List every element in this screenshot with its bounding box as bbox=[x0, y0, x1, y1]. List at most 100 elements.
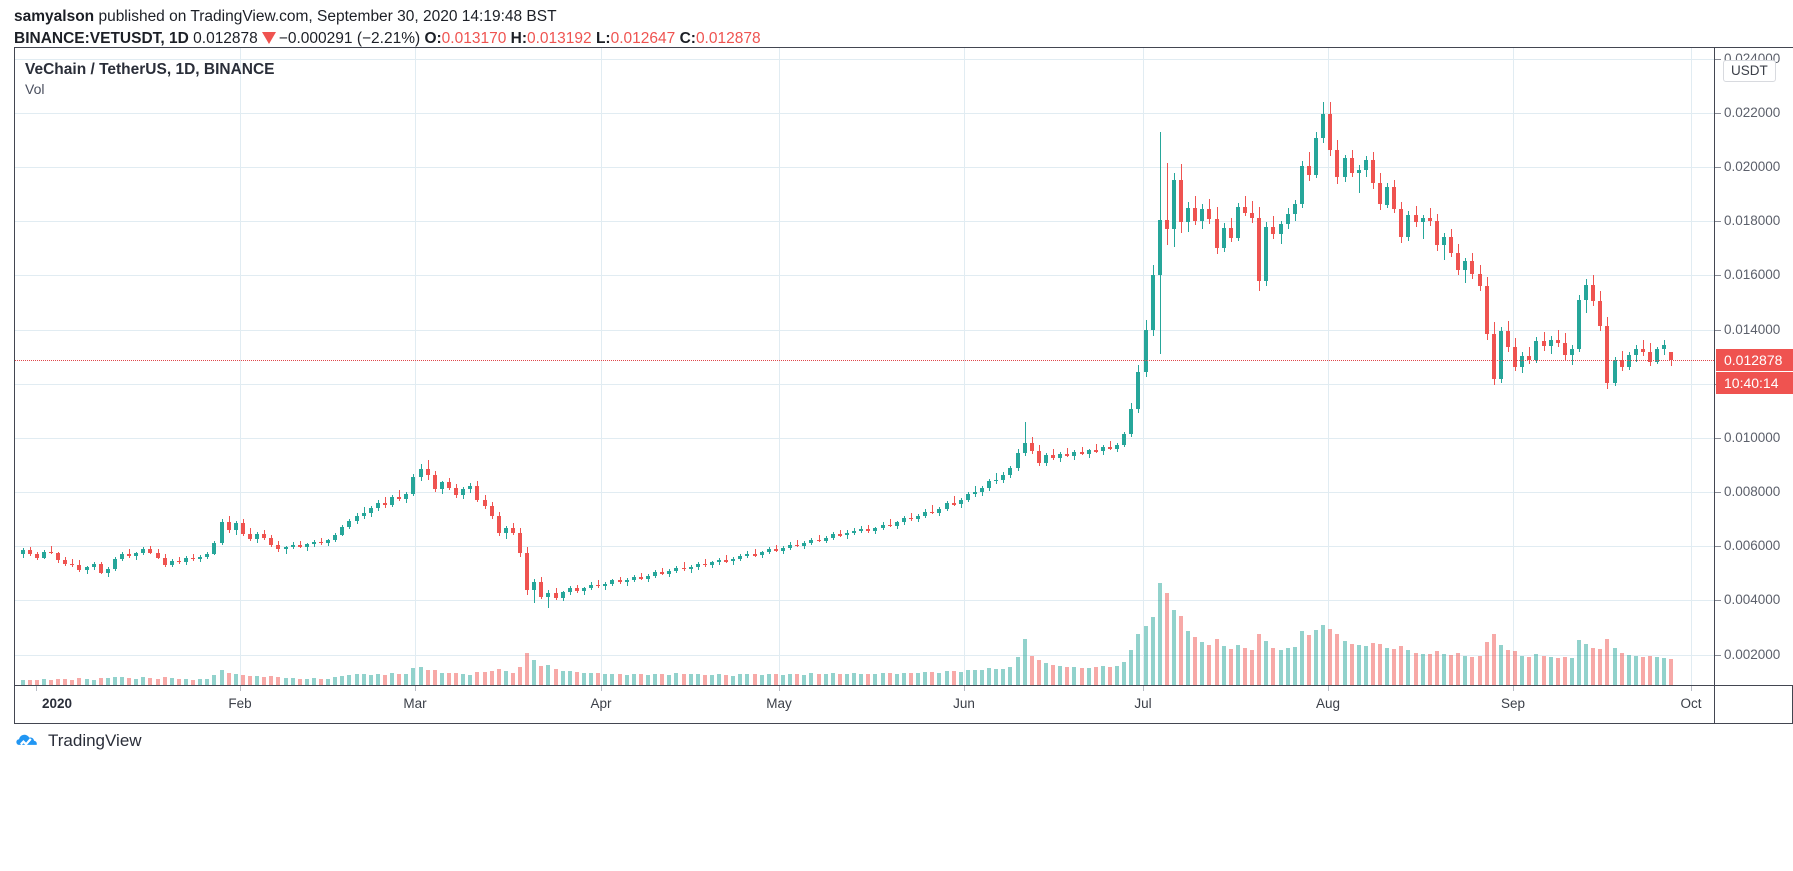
currency-badge[interactable]: USDT bbox=[1723, 60, 1776, 82]
candle-body bbox=[774, 548, 778, 551]
volume-bar bbox=[1591, 648, 1595, 685]
volume-bar bbox=[333, 677, 337, 685]
candle-body bbox=[156, 552, 160, 558]
candle-body bbox=[1101, 447, 1105, 452]
price-axis-tick bbox=[1715, 655, 1721, 656]
candle-body bbox=[1065, 453, 1069, 456]
candle-body bbox=[1207, 208, 1211, 220]
volume-bar bbox=[753, 674, 757, 685]
volume-bar bbox=[191, 680, 195, 685]
candle-wick bbox=[193, 553, 194, 561]
candle-body bbox=[319, 541, 323, 544]
chart-plot-area[interactable]: VeChain / TetherUS, 1D, BINANCE Vol bbox=[14, 47, 1714, 686]
candle-body bbox=[781, 547, 785, 551]
candle-body bbox=[575, 588, 579, 592]
volume-bar bbox=[1264, 641, 1268, 685]
volume-bar bbox=[1279, 650, 1283, 685]
candle-wick bbox=[179, 557, 180, 565]
volume-bar bbox=[1357, 645, 1361, 685]
candle-body bbox=[369, 508, 373, 513]
candle-body bbox=[632, 577, 636, 580]
volume-bar bbox=[1605, 639, 1609, 685]
candle-wick bbox=[705, 559, 706, 567]
horizontal-gridline bbox=[15, 167, 1714, 168]
volume-bar bbox=[1470, 657, 1474, 685]
volume-bar bbox=[994, 669, 998, 685]
volume-bar bbox=[1051, 665, 1055, 685]
volume-bar bbox=[1186, 631, 1190, 685]
price-axis-tick bbox=[1715, 600, 1721, 601]
low-label: L: bbox=[595, 30, 611, 47]
high-label: H: bbox=[510, 30, 527, 47]
candle-body bbox=[1634, 348, 1638, 356]
volume-bar bbox=[1527, 657, 1531, 685]
time-axis-corner bbox=[1714, 686, 1793, 724]
volume-bar bbox=[1506, 650, 1510, 685]
candle-body bbox=[198, 557, 202, 560]
volume-bar bbox=[42, 679, 46, 685]
horizontal-gridline bbox=[15, 600, 1714, 601]
volume-bar bbox=[468, 675, 472, 685]
candle-body bbox=[1115, 444, 1119, 449]
candle-body bbox=[1499, 330, 1503, 379]
volume-bar bbox=[99, 678, 103, 685]
time-axis-tick bbox=[779, 686, 780, 691]
chart-header: samyalson published on TradingView.com, … bbox=[14, 6, 1774, 49]
candle-body bbox=[1080, 451, 1084, 454]
volume-bar bbox=[362, 674, 366, 685]
candle-body bbox=[440, 482, 444, 489]
candle-wick bbox=[726, 555, 727, 563]
price-axis-label: 0.010000 bbox=[1724, 430, 1781, 445]
candle-body bbox=[1051, 454, 1055, 458]
candle-body bbox=[49, 551, 53, 554]
volume-bar bbox=[1229, 649, 1233, 685]
volume-bar bbox=[1492, 634, 1496, 685]
volume-bar bbox=[852, 673, 856, 685]
price-axis-tick bbox=[1715, 113, 1721, 114]
candle-body bbox=[1662, 344, 1666, 350]
price-axis-label: 0.022000 bbox=[1724, 105, 1781, 120]
volume-bar bbox=[404, 674, 408, 685]
candle-body bbox=[767, 548, 771, 553]
low-value: 0.012647 bbox=[610, 30, 676, 47]
volume-bar bbox=[1399, 646, 1403, 685]
candle-body bbox=[916, 515, 920, 520]
volume-bar bbox=[1456, 653, 1460, 685]
volume-bar bbox=[518, 667, 522, 685]
volume-bar bbox=[1250, 650, 1254, 685]
candle-wick bbox=[1110, 441, 1111, 451]
volume-bar bbox=[141, 677, 145, 685]
candle-body bbox=[561, 592, 565, 599]
candle-body bbox=[1570, 348, 1574, 356]
volume-bar bbox=[1669, 659, 1673, 685]
candle-body bbox=[1655, 349, 1659, 362]
volume-bar bbox=[881, 673, 885, 685]
candle-body bbox=[980, 488, 984, 493]
volume-bar bbox=[1343, 641, 1347, 685]
close-value: 0.012878 bbox=[695, 30, 761, 47]
price-axis[interactable]: USDT 0.024000 0.022000 0.020000 0.018000 0.0… bbox=[1714, 47, 1793, 686]
candle-body bbox=[1264, 226, 1268, 282]
time-axis[interactable]: 2020 Feb Mar Apr May Jun Jul Aug Sep Oct bbox=[14, 686, 1714, 724]
candle-body bbox=[1605, 326, 1609, 384]
horizontal-gridline bbox=[15, 59, 1714, 60]
candle-body bbox=[1563, 342, 1567, 356]
candle-body bbox=[895, 522, 899, 526]
candle-body bbox=[191, 558, 195, 560]
time-axis-tick bbox=[415, 686, 416, 691]
time-axis-tick bbox=[1513, 686, 1514, 691]
candle-body bbox=[1016, 452, 1020, 469]
volume-bar bbox=[945, 671, 949, 685]
candle-body bbox=[170, 560, 174, 565]
candle-body bbox=[717, 560, 721, 563]
volume-bar bbox=[1115, 666, 1119, 685]
volume-bar bbox=[198, 679, 202, 685]
candle-wick bbox=[911, 512, 912, 521]
candle-body bbox=[99, 564, 103, 573]
candle-body bbox=[1478, 274, 1482, 287]
candle-body bbox=[92, 564, 96, 568]
candle-body bbox=[255, 534, 259, 539]
candle-body bbox=[1001, 475, 1005, 480]
time-axis-label: Apr bbox=[590, 696, 612, 711]
volume-bar bbox=[262, 677, 266, 685]
